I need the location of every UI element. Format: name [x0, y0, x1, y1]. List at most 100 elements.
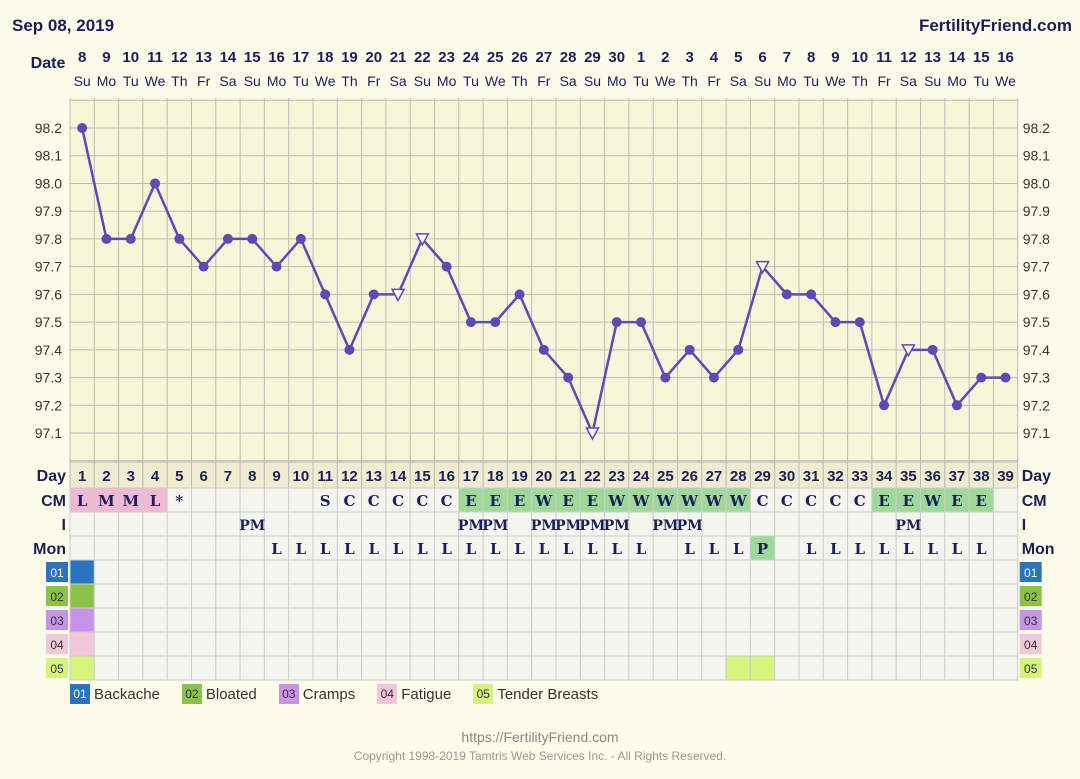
- symptom-cell: [628, 559, 654, 585]
- symptom-cell: [506, 631, 533, 657]
- symptom-cell: [239, 655, 265, 681]
- i-cell: [312, 511, 338, 537]
- legend-item: 02 Bloated: [181, 684, 257, 704]
- y-tick-label-left: 97.9: [35, 203, 62, 219]
- intercourse-value: PM: [482, 518, 508, 534]
- monitor-value: L: [320, 540, 331, 558]
- cm-value: C: [441, 492, 453, 510]
- symptom-code-left: 02: [50, 590, 64, 604]
- symptom-cell: [385, 559, 411, 585]
- symptom-code-badge-left: [46, 634, 68, 654]
- temp-point: [563, 372, 574, 383]
- symptom-cell: [798, 631, 824, 657]
- cycle-day-label: 29: [754, 468, 771, 485]
- temp-point: [1000, 372, 1011, 383]
- date-label: 23: [438, 49, 455, 66]
- symptom-cell: [312, 559, 338, 585]
- symptom-cell: [677, 583, 703, 609]
- date-label: 26: [511, 49, 528, 66]
- cm-cell: [166, 487, 192, 513]
- temp-point: [490, 317, 501, 328]
- i-cell: [191, 511, 217, 537]
- symptom-cell: [604, 655, 630, 681]
- day-cell: [555, 461, 581, 489]
- symptom-cell: [944, 631, 970, 657]
- symptom-cell: [93, 655, 120, 681]
- intercourse-value: PM: [555, 518, 581, 534]
- temp-point: [611, 317, 622, 328]
- i-cell: [288, 511, 314, 537]
- symptom-cell: [361, 583, 387, 609]
- weekday-label: Mo: [97, 73, 117, 89]
- i-cell: [652, 511, 679, 537]
- symptom-cell: [944, 559, 970, 585]
- symptom-code-badge-left: [46, 610, 68, 630]
- temp-point-open: [415, 233, 430, 247]
- symptom-cell: [895, 631, 922, 657]
- symptom-cell: [69, 607, 95, 633]
- intercourse-value: PM: [677, 518, 703, 534]
- date-label: 11: [876, 49, 892, 66]
- cycle-day-label: 9: [272, 468, 280, 485]
- legend-label: Tender Breasts: [497, 685, 599, 703]
- y-tick-label-right: 97.2: [1023, 397, 1050, 413]
- symptom-cell: [531, 631, 557, 657]
- cm-value: E: [465, 492, 476, 510]
- symptom-cell: [69, 583, 95, 609]
- date-label: 7: [783, 49, 791, 66]
- i-cell: [506, 511, 533, 537]
- day-cell: [69, 461, 95, 489]
- symptom-cell: [555, 655, 581, 681]
- symptom-cell: [288, 631, 314, 657]
- symptom-cell: [968, 607, 994, 633]
- cm-cell: [628, 487, 654, 513]
- day-cell: [166, 461, 192, 489]
- symptom-cell: [385, 631, 411, 657]
- symptom-cell: [69, 655, 95, 681]
- date-label: 28: [560, 49, 577, 66]
- temp-point: [174, 233, 185, 244]
- y-tick-label-right: 97.3: [1023, 370, 1050, 386]
- site-name[interactable]: FertilityFriend.com: [918, 16, 1072, 35]
- date-label: 14: [949, 49, 966, 66]
- y-tick-label-left: 98.0: [35, 175, 62, 191]
- legend-swatch: 03: [278, 684, 299, 704]
- symptom-cell: [749, 583, 776, 609]
- cycle-day-label: 32: [827, 468, 844, 485]
- i-cell: [701, 511, 727, 537]
- date-label: 18: [317, 49, 334, 66]
- temp-point: [77, 123, 88, 133]
- i-cell: [118, 511, 144, 537]
- date-row-label: Date: [31, 55, 66, 72]
- cycle-day-label: 23: [608, 468, 625, 485]
- symptom-cell: [920, 583, 946, 609]
- symptom-cell: [579, 583, 606, 609]
- symptom-cell: [288, 583, 314, 609]
- symptom-cell: [604, 607, 630, 633]
- i-cell: [336, 511, 363, 537]
- cycle-day-label: 33: [851, 468, 868, 485]
- symptom-cell: [69, 559, 95, 585]
- cycle-day-label: 19: [511, 468, 528, 485]
- symptom-cell: [385, 607, 411, 633]
- temp-point: [295, 233, 306, 244]
- monitor-value: L: [830, 540, 841, 558]
- i-cell: [531, 511, 557, 537]
- legend-swatch: 01: [70, 684, 90, 704]
- footer-url[interactable]: https://FertilityFriend.com: [461, 729, 619, 745]
- i-cell: [239, 511, 265, 537]
- temp-point: [976, 372, 987, 383]
- symptom-cell: [263, 631, 290, 657]
- weekday-label: Su: [414, 73, 431, 89]
- symptom-cell: [677, 559, 703, 585]
- footer-copyright: Copyright 1998-2019 Tamtris Web Services…: [353, 749, 727, 763]
- symptom-cell: [701, 559, 727, 585]
- day-cell: [920, 461, 946, 489]
- symptom-cell: [506, 655, 533, 681]
- cm-cell: [239, 487, 265, 513]
- symptom-code-badge-left: [46, 586, 68, 606]
- symptom-cell: [336, 559, 363, 585]
- cm-value: W: [923, 492, 942, 510]
- symptom-cell: [263, 583, 290, 609]
- monitor-value: L: [854, 540, 865, 558]
